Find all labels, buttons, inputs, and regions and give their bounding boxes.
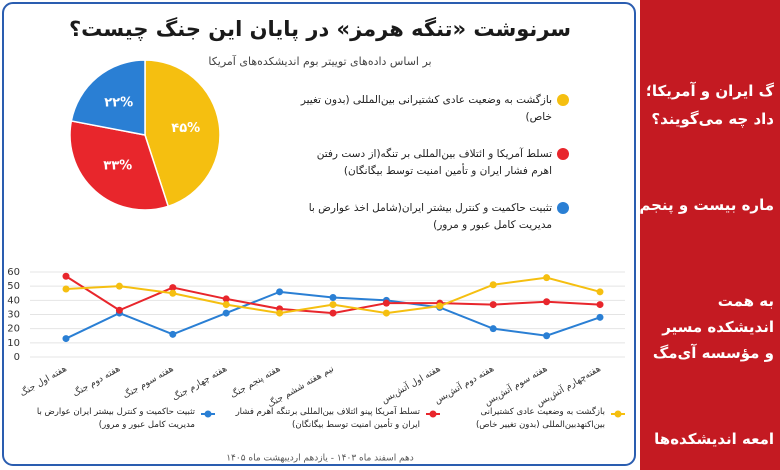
legend-label: تسلط آمریکا پینو ائتلاف بین‌المللی برتنگ… — [235, 407, 420, 430]
y-tick-label: 0 — [14, 352, 20, 363]
point — [596, 301, 604, 309]
point — [62, 285, 70, 293]
subtitle: بر اساس داده‌های توییتر بوم اندیشکده‌های… — [208, 54, 431, 68]
point — [169, 289, 177, 297]
point — [489, 281, 497, 289]
y-tick-label: 40 — [7, 295, 20, 306]
point — [596, 288, 604, 296]
point — [382, 309, 390, 317]
point — [436, 302, 444, 310]
pie-slice — [144, 59, 221, 208]
legend-dot — [204, 410, 212, 418]
legend-label: بازگشت به وضعیت عادی کشتیرانی بین‌المللی… — [300, 94, 552, 123]
pie-slice — [69, 120, 170, 211]
point — [489, 325, 497, 333]
point — [62, 272, 70, 280]
legend-dot — [557, 148, 569, 160]
pie-slice — [70, 59, 146, 136]
point — [543, 274, 551, 282]
point — [115, 282, 123, 290]
legend-dot — [614, 410, 622, 418]
y-tick-label: 50 — [7, 281, 20, 292]
slice-label: ۲۲% — [104, 96, 133, 111]
slice-label: ۳۳% — [103, 158, 132, 173]
point — [169, 330, 177, 338]
card — [2, 2, 636, 466]
sidebar-line: ماره بیست و پنجم — [639, 196, 774, 214]
point — [382, 299, 390, 307]
point — [329, 294, 337, 301]
sidebar-line: و مؤسسه آی‌مگ — [652, 344, 774, 362]
point — [329, 301, 337, 309]
point — [62, 335, 70, 343]
legend-label: تسلط آمریکا و ائتلاف بین‌المللی بر تنگه(… — [316, 148, 552, 177]
sidebar-line: به همت — [717, 292, 774, 310]
sidebar-line: امعه اندیشکده‌ها — [654, 430, 774, 448]
point — [115, 306, 123, 314]
point — [543, 332, 551, 340]
legend-dot — [429, 410, 437, 418]
sidebar-line: اندیشکده مسیر — [662, 318, 774, 336]
point — [222, 295, 230, 303]
point — [596, 313, 604, 321]
legend-label: بازگشت به وضعیت عادی کشتیرانی بین‌اکنهدب… — [475, 407, 605, 430]
sidebar-line: داد چه می‌گویند؟ — [651, 110, 774, 128]
chart-title: سرنوشت «تنگه هرمز» در پایان این جنگ چیست… — [69, 16, 571, 41]
point — [222, 301, 230, 309]
legend-label: تثبیت حاکمیت و کنترل بیشتر ایران عوارض ب… — [36, 407, 195, 430]
legend-dot — [557, 202, 569, 214]
y-tick-label: 20 — [7, 324, 20, 335]
slice-label: ۴۵% — [171, 121, 200, 136]
legend-label: تثبیت حاکمیت و کنترل بیشتر ایران(شامل اخ… — [308, 202, 552, 231]
footer: دهم اسفند ماه ۱۴۰۳ - یازدهم اردیبهشت ماه… — [226, 454, 414, 464]
point — [222, 309, 230, 317]
point — [276, 288, 284, 296]
sidebar-bg — [640, 0, 780, 470]
y-tick-label: 30 — [7, 310, 20, 321]
point — [543, 298, 551, 306]
sidebar-line: گ ایران و آمریکا؛ — [645, 82, 774, 100]
y-tick-label: 10 — [7, 338, 20, 349]
point — [276, 309, 284, 317]
point — [169, 284, 177, 292]
legend-dot — [557, 94, 569, 106]
point — [489, 301, 497, 309]
y-tick-label: 60 — [7, 267, 20, 278]
point — [329, 309, 337, 317]
